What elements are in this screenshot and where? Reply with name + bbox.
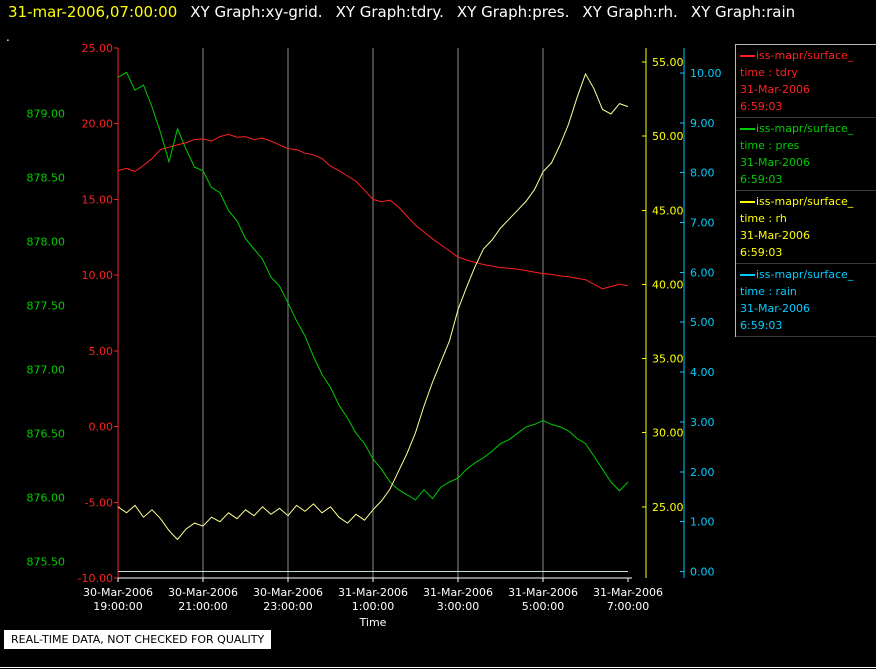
y-tick-label-tdry: 0.00 [89, 421, 114, 434]
y-tick-label-rain: 0.00 [690, 566, 715, 579]
y-tick-label-tdry: 15.00 [82, 193, 114, 206]
y-tick-label-rh: 30.00 [652, 427, 684, 440]
legend-entry-tdry: iss-mapr/surface_time : tdry 31-Mar-2006 6… [736, 45, 876, 118]
y-tick-label-tdry: -5.00 [85, 496, 113, 509]
y-tick-label-rain: 10.00 [690, 67, 722, 80]
clock-timestamp: 31-mar-2006,07:00:00 [8, 3, 178, 21]
series-line-sample-icon [740, 274, 755, 276]
legend-title-row: iss-mapr/surface_ [740, 193, 876, 210]
quality-banner: REAL-TIME DATA, NOT CHECKED FOR QUALITY [4, 630, 272, 649]
graph-menu-item[interactable]: XY Graph:tdry. [335, 3, 444, 21]
y-tick-label-rh: 35.00 [652, 353, 684, 366]
legend-date: 31-Mar-2006 [740, 229, 810, 242]
series-tdry [117, 133, 629, 290]
legend-time: 6:59:03 [740, 173, 783, 186]
y-tick-label-pres: 879.00 [27, 107, 66, 120]
y-tick-label-tdry: 25.00 [82, 42, 114, 55]
x-tick-time: 5:00:00 [522, 600, 564, 613]
series-line-sample-icon [740, 128, 755, 130]
y-tick-label-rh: 25.00 [652, 501, 684, 514]
legend-date: 31-Mar-2006 [740, 156, 810, 169]
legend-title-row: iss-mapr/surface_ [740, 47, 876, 64]
graph-menu-item[interactable]: XY Graph:xy-grid. [190, 3, 323, 21]
legend-time: 6:59:03 [740, 319, 783, 332]
legend-date: 31-Mar-2006 [740, 302, 810, 315]
graph-menu-item[interactable]: XY Graph:pres. [456, 3, 570, 21]
legend-field: time : pres [740, 139, 800, 152]
y-tick-label-pres: 876.00 [27, 491, 66, 504]
x-axis-title: Time [359, 616, 387, 629]
legend-date: 31-Mar-2006 [740, 83, 810, 96]
y-tick-label-pres: 877.50 [27, 299, 66, 312]
x-tick-date: 30-Mar-2006 [168, 586, 238, 599]
legend-title-row: iss-mapr/surface_ [740, 120, 876, 137]
x-tick-time: 23:00:00 [263, 600, 312, 613]
y-tick-label-rain: 8.00 [690, 167, 715, 180]
y-tick-label-rh: 40.00 [652, 278, 684, 291]
series-pres [117, 71, 629, 501]
y-tick-label-rh: 55.00 [652, 56, 684, 69]
legend-time: 6:59:03 [740, 100, 783, 113]
legend-field: time : tdry [740, 66, 798, 79]
legend-panel: iss-mapr/surface_ time : tdry 31-Mar-2006 6… [735, 44, 876, 337]
x-tick-date: 31-Mar-2006 [508, 586, 578, 599]
graph-menu: XY Graph:xy-grid. XY Graph:tdry. XY Graph:… [190, 3, 808, 21]
legend-entry-rain: iss-mapr/surface_time : rain 31-Mar-2006 6… [736, 264, 876, 337]
series-line-sample-icon [740, 201, 755, 203]
legend-field: time : rh [740, 212, 787, 225]
y-tick-label-pres: 878.00 [27, 235, 66, 248]
title-bar: 31-mar-2006,07:00:00 XY Graph:xy-grid. XY … [8, 3, 808, 21]
x-tick-time: 19:00:00 [93, 600, 142, 613]
x-tick-time: 21:00:00 [178, 600, 227, 613]
legend-time: 6:59:03 [740, 246, 783, 259]
y-tick-label-tdry: 20.00 [82, 118, 114, 131]
y-tick-label-pres: 876.50 [27, 427, 66, 440]
x-tick-date: 31-Mar-2006 [593, 586, 663, 599]
y-tick-label-tdry: -10.00 [78, 572, 113, 585]
legend-entry-rh: iss-mapr/surface_time : rh 31-Mar-2006 6:5… [736, 191, 876, 264]
graph-menu-item[interactable]: XY Graph:rain [690, 3, 796, 21]
series-rh [117, 72, 629, 541]
y-tick-label-tdry: 5.00 [89, 345, 114, 358]
y-tick-label-rain: 5.00 [690, 316, 715, 329]
y-tick-label-rain: 3.00 [690, 416, 715, 429]
y-tick-label-tdry: 10.00 [82, 269, 114, 282]
legend-series-name: iss-mapr/surface_ [756, 122, 854, 135]
legend-field: time : rain [740, 285, 797, 298]
y-tick-label-rain: 6.00 [690, 266, 715, 279]
y-tick-label-pres: 875.50 [27, 555, 66, 568]
legend-series-name: iss-mapr/surface_ [756, 268, 854, 281]
graph-menu-item[interactable]: XY Graph:rh. [582, 3, 678, 21]
x-tick-date: 30-Mar-2006 [83, 586, 153, 599]
legend-series-name: iss-mapr/surface_ [756, 49, 854, 62]
y-tick-label-rain: 9.00 [690, 117, 715, 130]
x-tick-date: 31-Mar-2006 [338, 586, 408, 599]
y-tick-label-rain: 7.00 [690, 217, 715, 230]
y-tick-label-pres: 878.50 [27, 171, 66, 184]
x-tick-time: 1:00:00 [352, 600, 394, 613]
y-tick-label-pres: 877.00 [27, 363, 66, 376]
legend-entry-pres: iss-mapr/surface_time : pres 31-Mar-2006 6… [736, 118, 876, 191]
legend-series-name: iss-mapr/surface_ [756, 195, 854, 208]
y-tick-label-rh: 50.00 [652, 130, 684, 143]
x-tick-time: 3:00:00 [437, 600, 479, 613]
y-tick-label-rh: 45.00 [652, 204, 684, 217]
y-tick-label-rain: 4.00 [690, 366, 715, 379]
series-line-sample-icon [740, 55, 755, 57]
x-tick-date: 31-Mar-2006 [423, 586, 493, 599]
y-tick-label-rain: 2.00 [690, 466, 715, 479]
x-tick-time: 7:00:00 [607, 600, 649, 613]
legend-title-row: iss-mapr/surface_ [740, 266, 876, 283]
cursor-dot: . [6, 30, 10, 44]
y-tick-label-rain: 1.00 [690, 516, 715, 529]
x-tick-date: 30-Mar-2006 [253, 586, 323, 599]
window-bottom-border [0, 667, 876, 668]
